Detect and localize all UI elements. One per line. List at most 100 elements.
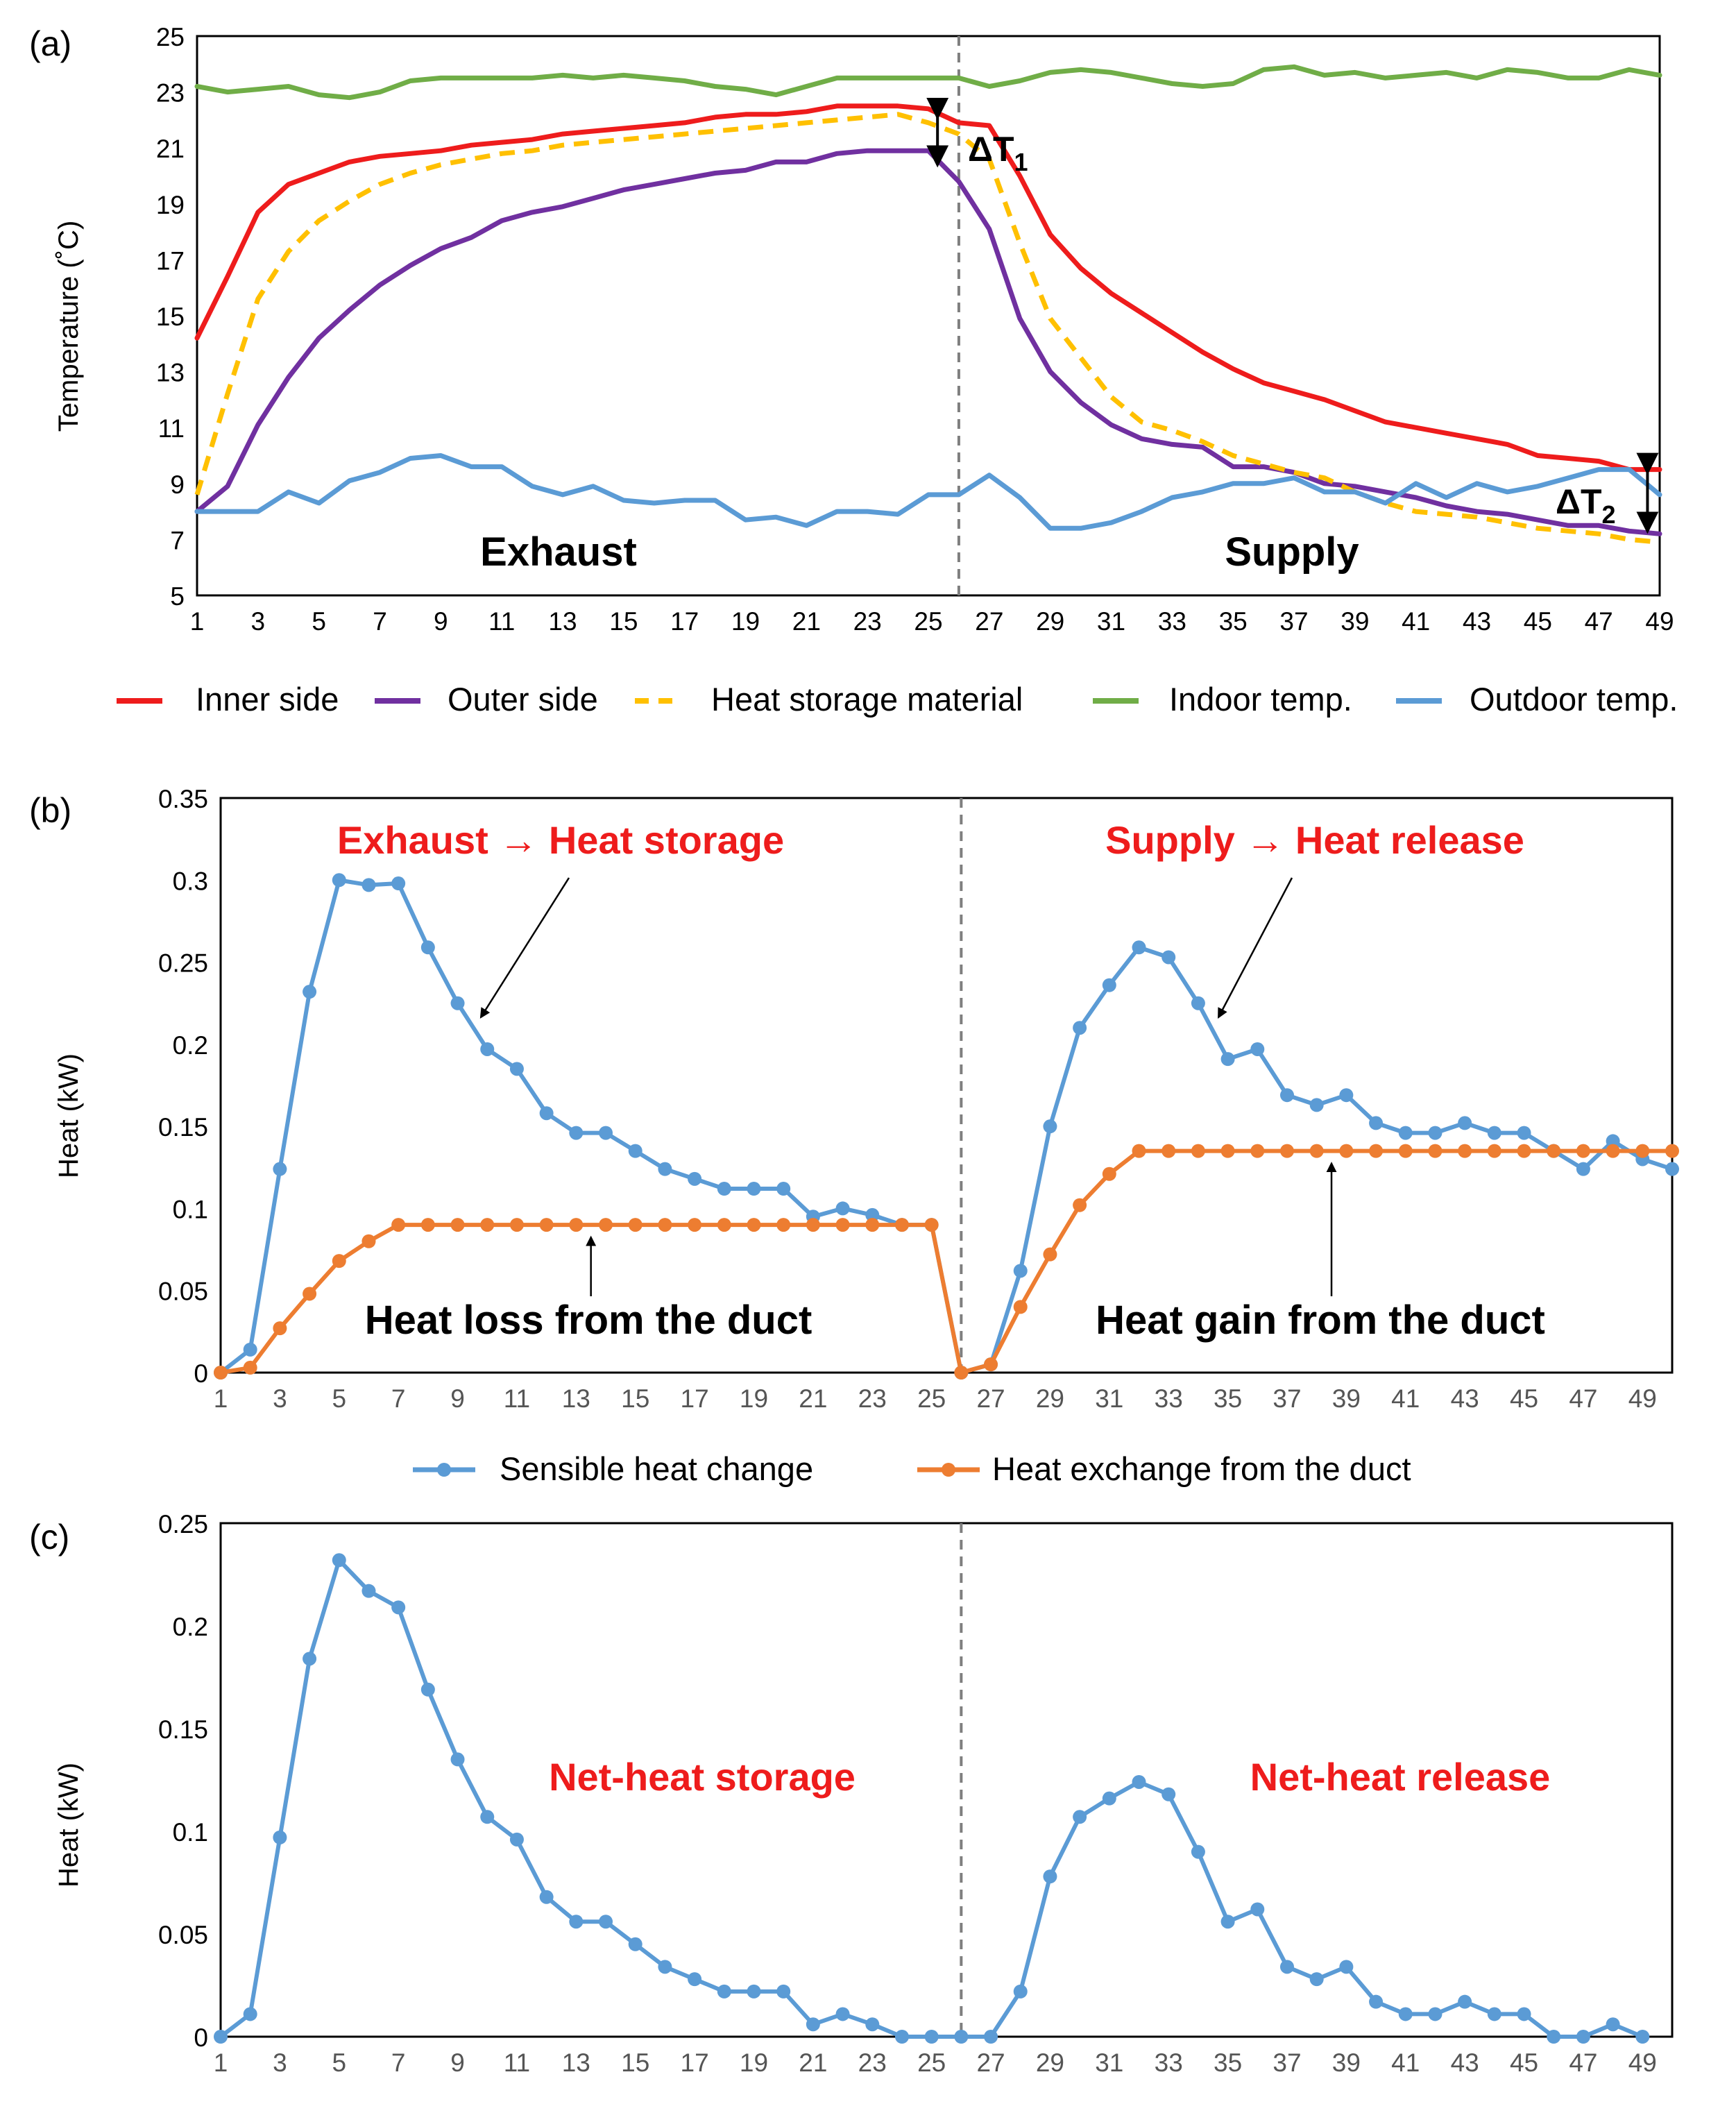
legend-label: Outer side bbox=[448, 681, 598, 718]
y-tick-label: 0.35 bbox=[158, 785, 208, 813]
data-point bbox=[1428, 2007, 1443, 2021]
x-tick-label: 1 bbox=[214, 1384, 228, 1413]
data-point bbox=[1309, 1144, 1324, 1158]
data-point bbox=[1547, 2030, 1561, 2044]
data-point bbox=[658, 1218, 672, 1232]
data-point bbox=[658, 1162, 672, 1176]
panel-b-legend: Sensible heat change Heat exchange from t… bbox=[413, 1450, 1411, 1487]
panel-c-plot-area: 00.050.10.150.20.251 3 5 7 9 11 13 15 17 19 21 23 25… bbox=[158, 1510, 1674, 2077]
data-point bbox=[806, 2017, 820, 2032]
data-point bbox=[450, 1752, 465, 1767]
legend-label: Heat storage material bbox=[711, 681, 1023, 718]
data-point bbox=[1398, 2007, 1413, 2021]
data-point bbox=[924, 1218, 939, 1232]
x-tick-label: 33 bbox=[1158, 607, 1186, 636]
x-tick-label: 11 bbox=[504, 1384, 530, 1413]
series-line-heat-storage-material bbox=[194, 112, 1660, 545]
data-point bbox=[1369, 1994, 1384, 2009]
data-point bbox=[1073, 1810, 1087, 1824]
data-point bbox=[835, 1218, 850, 1232]
y-tick-label: 11 bbox=[158, 414, 185, 443]
data-point bbox=[1043, 1869, 1057, 1884]
data-point bbox=[1191, 1144, 1205, 1158]
panel-b-plot-area: 00.050.10.150.20.250.30.351 3 5 7 9 11 13 15 17 1… bbox=[158, 785, 1679, 1413]
data-point bbox=[569, 1915, 584, 1929]
data-point bbox=[984, 1357, 998, 1372]
y-tick-label: 0.2 bbox=[173, 1031, 208, 1060]
x-tick-label: 25 bbox=[917, 2048, 946, 2077]
x-tick-label: 43 bbox=[1451, 1384, 1479, 1413]
data-point bbox=[509, 1218, 524, 1232]
data-point bbox=[450, 1218, 465, 1232]
data-point bbox=[1576, 1144, 1590, 1158]
data-point bbox=[1132, 1774, 1146, 1789]
y-tick-label: 5 bbox=[170, 582, 185, 611]
data-point bbox=[243, 1342, 257, 1357]
data-point bbox=[1576, 1162, 1590, 1176]
y-tick-label: 0.1 bbox=[173, 1195, 208, 1223]
data-point bbox=[1428, 1126, 1443, 1140]
data-point bbox=[1279, 1088, 1294, 1103]
data-point bbox=[1102, 978, 1116, 992]
data-point bbox=[776, 1182, 791, 1196]
data-point bbox=[1073, 1021, 1087, 1035]
arrow-exhaust-heat-storage bbox=[479, 877, 570, 1019]
x-tick-label: 9 bbox=[450, 1384, 465, 1413]
panel-c-label: (c) bbox=[29, 1518, 69, 1556]
y-tick-label: 7 bbox=[170, 526, 185, 554]
panel-a-label: (a) bbox=[29, 24, 71, 63]
x-tick-label: 41 bbox=[1402, 607, 1430, 636]
x-tick-label: 27 bbox=[975, 607, 1003, 636]
x-tick-label: 19 bbox=[740, 1384, 768, 1413]
panel-c-net-heat-chart: (c) Heat (kW) 00.050.10.150.20.251 3 5 7 9 11… bbox=[29, 1510, 1674, 2077]
x-tick-label: 17 bbox=[681, 1384, 709, 1413]
panel-b-y-axis-label: Heat (kW) bbox=[53, 1053, 84, 1178]
x-tick-label: 23 bbox=[858, 1384, 887, 1413]
x-tick-label: 29 bbox=[1036, 2048, 1064, 2077]
data-point bbox=[1102, 1791, 1116, 1806]
data-point bbox=[361, 1234, 376, 1248]
data-point bbox=[835, 2007, 850, 2021]
x-tick-label: 37 bbox=[1273, 1384, 1301, 1413]
data-point bbox=[1339, 1088, 1354, 1103]
x-tick-label: 15 bbox=[621, 1384, 649, 1413]
x-tick-label: 23 bbox=[858, 2048, 887, 2077]
data-point bbox=[1398, 1126, 1413, 1140]
data-point bbox=[776, 1984, 791, 1999]
data-point bbox=[1547, 1144, 1561, 1158]
data-point bbox=[303, 1287, 317, 1301]
x-tick-label: 19 bbox=[731, 607, 760, 636]
data-point bbox=[1369, 1144, 1384, 1158]
data-point bbox=[835, 1201, 850, 1216]
data-point bbox=[806, 1218, 820, 1232]
data-point bbox=[628, 1218, 643, 1232]
data-point bbox=[539, 1218, 554, 1232]
data-point bbox=[480, 1810, 495, 1824]
legend-label: Sensible heat change bbox=[500, 1450, 813, 1487]
x-tick-label: 3 bbox=[251, 607, 266, 636]
data-point bbox=[332, 1254, 346, 1269]
x-tick-label: 11 bbox=[504, 2048, 530, 2077]
data-point bbox=[1102, 1166, 1116, 1181]
data-point bbox=[599, 1218, 613, 1232]
annotation-delta-t2: ΔT2 bbox=[1556, 482, 1616, 529]
data-point bbox=[628, 1144, 643, 1158]
data-point bbox=[1517, 1144, 1531, 1158]
data-point bbox=[1013, 1264, 1028, 1278]
x-tick-label: 1 bbox=[190, 607, 205, 636]
x-tick-label: 31 bbox=[1095, 1384, 1123, 1413]
data-point bbox=[509, 1832, 524, 1847]
data-point bbox=[1279, 1144, 1294, 1158]
data-point bbox=[509, 1062, 524, 1076]
x-tick-label: 13 bbox=[562, 1384, 590, 1413]
x-tick-label: 27 bbox=[976, 1384, 1005, 1413]
x-tick-label: 29 bbox=[1036, 607, 1064, 636]
x-tick-label: 25 bbox=[917, 1384, 946, 1413]
x-tick-label: 7 bbox=[373, 607, 387, 636]
x-tick-label: 5 bbox=[332, 2048, 346, 2077]
data-point bbox=[391, 1218, 406, 1232]
panel-a-y-axis-label: Temperature (˚C) bbox=[53, 221, 84, 432]
x-tick-label: 45 bbox=[1524, 607, 1552, 636]
data-point bbox=[1635, 2030, 1650, 2044]
data-point bbox=[1250, 1902, 1265, 1917]
